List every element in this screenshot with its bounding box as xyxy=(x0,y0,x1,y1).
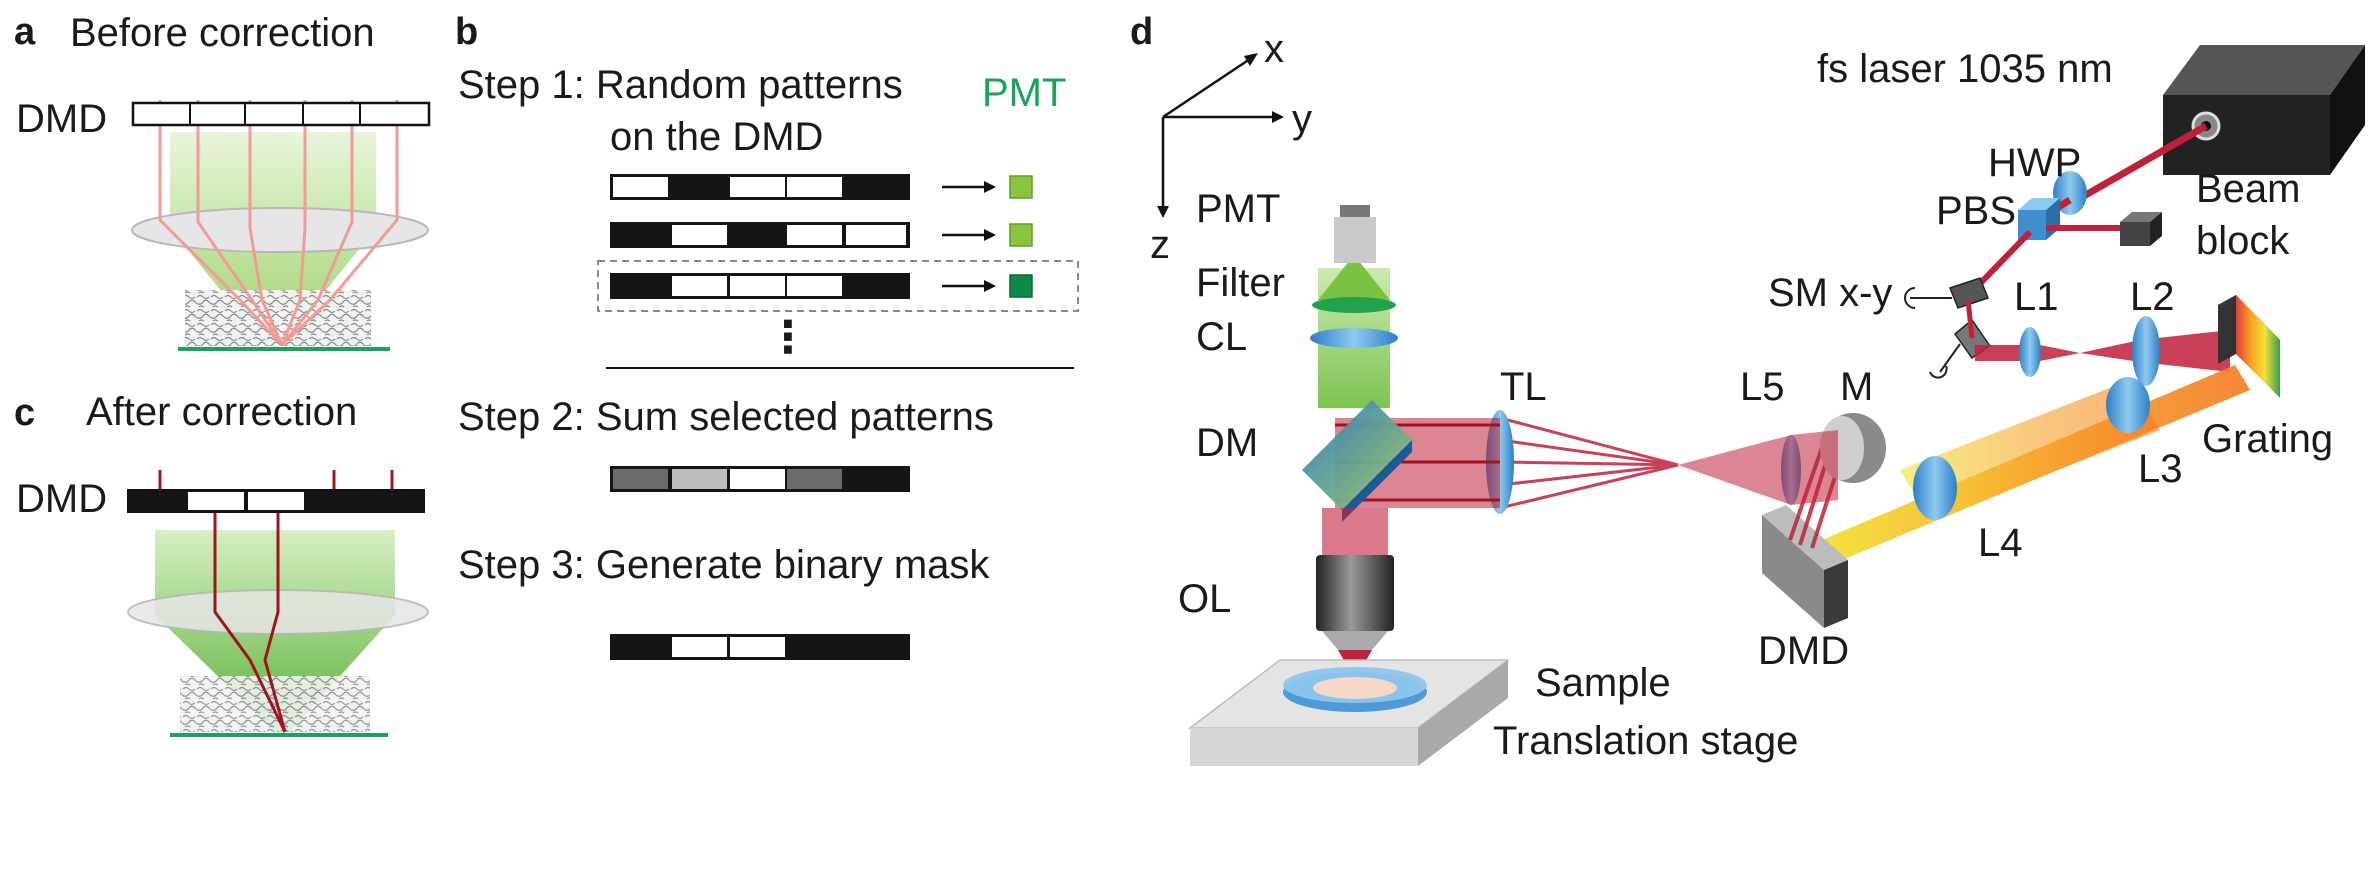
pbs-label: PBS xyxy=(1936,189,2016,233)
beam-between-scan-mirrors xyxy=(1965,299,1975,339)
lens-l4-label: L4 xyxy=(1978,521,2023,565)
lens-l2 xyxy=(2132,316,2160,386)
pmt-signal-3 xyxy=(1009,274,1033,298)
lens-l3-label: L3 xyxy=(2138,447,2183,491)
grating-label: Grating xyxy=(2202,417,2333,461)
step3-label: Step 3: Generate binary mask xyxy=(458,543,990,587)
laser-beam-to-hwp xyxy=(2068,122,2208,208)
objective-lens xyxy=(1316,555,1394,650)
panel-c-blocked-stubs xyxy=(158,470,394,490)
scan-mirror-label: SM x-y xyxy=(1768,271,1892,315)
beam-l1-l2 xyxy=(1975,330,2230,372)
step2-label: Step 2: Sum selected patterns xyxy=(458,395,994,439)
step1-line1: Step 1: Random patterns xyxy=(458,63,903,107)
sample-dish xyxy=(1283,667,1427,712)
panel-c-scattering-medium xyxy=(180,676,370,732)
collection-lens xyxy=(1310,328,1398,348)
ellipsis: ⋮ xyxy=(766,313,810,362)
beam-m-to-focus xyxy=(1678,430,1838,505)
pmt-signal-label: PMT xyxy=(982,71,1066,115)
grating xyxy=(2218,295,2280,398)
femtosecond-laser xyxy=(2163,45,2365,175)
emission-filter xyxy=(1312,297,1396,313)
panel-b: b Step 1: Random patterns on the DMD PMT xyxy=(455,11,1079,660)
panel-d: d x y z fs laser 1035 nm HWP xyxy=(1130,11,2365,766)
panel-a: a Before correction DMD xyxy=(14,11,431,351)
sample-label: Sample xyxy=(1535,661,1671,705)
panel-a-letter: a xyxy=(14,11,36,53)
beam-block-label-2: block xyxy=(2196,219,2290,263)
dmd-device-label: DMD xyxy=(1758,629,1849,673)
pmt-signal-2 xyxy=(1009,223,1033,247)
beam-block-label-1: Beam xyxy=(2196,167,2301,211)
panel-a-lens xyxy=(131,207,429,253)
binary-mask xyxy=(610,634,910,660)
ol-label: OL xyxy=(1178,577,1231,621)
beam-block xyxy=(2120,212,2162,246)
lens-l3 xyxy=(2106,377,2150,433)
panel-c-title: After correction xyxy=(86,390,357,434)
lens-l2-label: L2 xyxy=(2130,275,2175,319)
lens-l4 xyxy=(1913,456,1957,520)
panel-a-dmd-bar xyxy=(131,101,431,127)
panel-c-letter: c xyxy=(14,392,35,434)
scan-mirror-x xyxy=(1904,277,1989,309)
panel-b-letter: b xyxy=(455,11,478,53)
laser-label: fs laser 1035 nm xyxy=(1817,47,2113,91)
panel-a-title: Before correction xyxy=(70,11,375,55)
coordinate-axes xyxy=(1157,53,1284,218)
random-pattern-1 xyxy=(610,174,910,200)
panel-a-dmd-label: DMD xyxy=(16,97,107,141)
beam-dm-to-ol xyxy=(1322,508,1388,558)
pmt-label: PMT xyxy=(1196,187,1280,231)
pmt-arrows xyxy=(942,181,996,292)
filter-label: Filter xyxy=(1196,261,1285,305)
panel-c-corrected-rays xyxy=(213,492,287,733)
axis-x-label: x xyxy=(1264,27,1284,71)
random-pattern-3-selected xyxy=(597,260,1079,312)
panel-c-dmd-bar xyxy=(127,489,425,513)
cl-label: CL xyxy=(1196,315,1247,359)
mirror-m-label: M xyxy=(1840,365,1873,409)
lens-l1 xyxy=(2019,327,2041,377)
pmt-signal-1 xyxy=(1009,175,1033,199)
summed-pattern xyxy=(610,466,910,492)
hwp-label: HWP xyxy=(1988,141,2081,185)
step1-line2: on the DMD xyxy=(610,115,823,159)
lens-l5-label: L5 xyxy=(1740,365,1785,409)
stage-label: Translation stage xyxy=(1493,719,1798,763)
dmd-device xyxy=(1762,505,1848,628)
lens-l1-label: L1 xyxy=(2014,275,2059,319)
dispersed-beam-wide xyxy=(1900,380,2160,520)
dichroic-mirror xyxy=(1302,400,1412,522)
panel-c-dmd-label: DMD xyxy=(16,477,107,521)
tube-lens-label: TL xyxy=(1500,365,1547,409)
random-pattern-2 xyxy=(610,222,910,248)
panel-a-scattered-rays xyxy=(158,100,399,347)
pmt-detector xyxy=(1334,205,1376,263)
panel-d-letter: d xyxy=(1130,11,1153,53)
axis-y-label: y xyxy=(1292,97,1312,141)
beam-focus-to-tl xyxy=(1499,416,1679,510)
axis-z-label: z xyxy=(1150,223,1170,267)
dm-label: DM xyxy=(1196,421,1258,465)
fluorescence-cone-top xyxy=(1318,255,1390,300)
panel-c: c After correction DMD xyxy=(14,390,429,737)
